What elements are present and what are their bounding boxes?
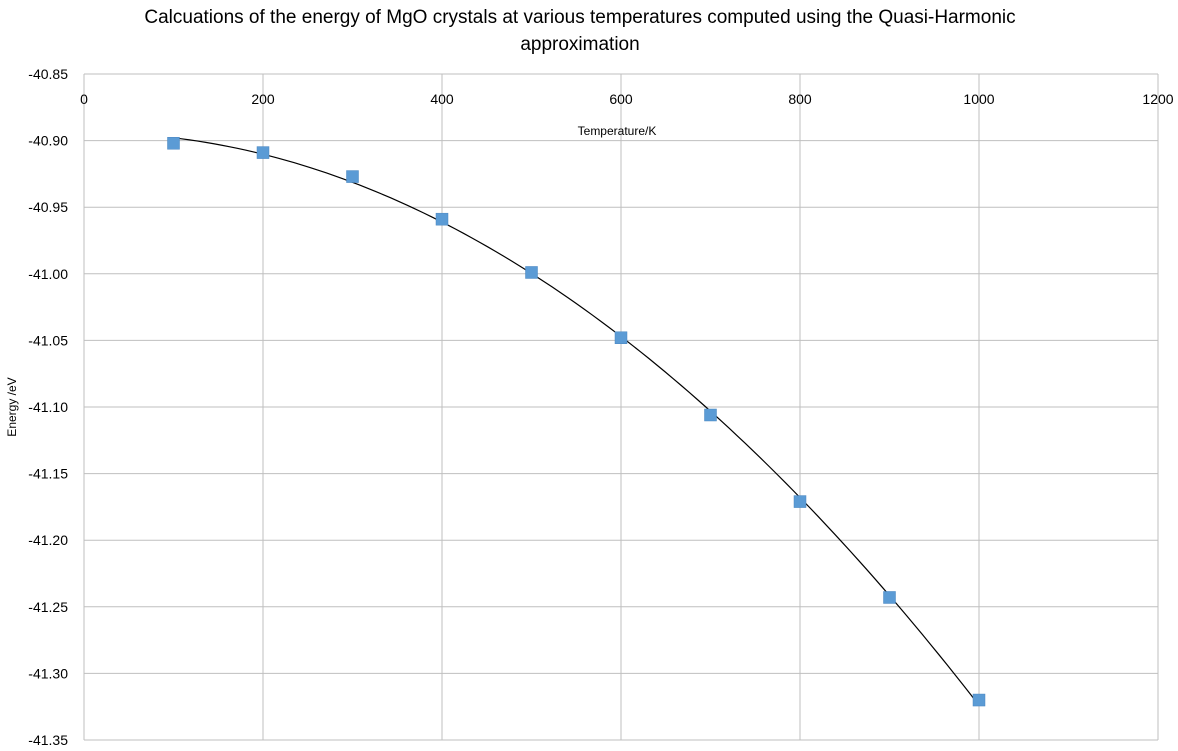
data-point xyxy=(972,693,986,707)
chart-title-line-2: approximation xyxy=(520,34,639,55)
y-tick-label: -41.15 xyxy=(28,466,68,482)
x-tick-label: 0 xyxy=(80,91,88,107)
x-axis-tick-labels: 0 200 400 600 800 1000 1200 xyxy=(80,91,1174,107)
chart-title: Calcuations of the energy of MgO crystal… xyxy=(144,7,1015,55)
x-tick-label: 1200 xyxy=(1142,91,1173,107)
gridlines xyxy=(83,73,1159,741)
x-tick-label: 200 xyxy=(251,91,275,107)
data-point xyxy=(883,591,896,604)
y-tick-label: -41.10 xyxy=(28,399,68,415)
trendline xyxy=(173,137,980,706)
x-tick-label: 1000 xyxy=(963,91,994,107)
data-point xyxy=(167,137,180,150)
y-tick-label: -40.90 xyxy=(28,133,68,149)
x-axis-title: Temperature/K xyxy=(578,124,657,138)
data-point xyxy=(346,170,359,183)
y-tick-label: -41.00 xyxy=(28,266,68,282)
data-point xyxy=(614,331,628,344)
y-tick-label: -41.20 xyxy=(28,532,68,548)
data-point xyxy=(435,212,449,226)
y-tick-label: -40.95 xyxy=(28,199,68,215)
y-tick-label: -40.85 xyxy=(28,66,68,82)
data-point xyxy=(793,495,807,508)
data-point xyxy=(256,146,270,159)
data-point xyxy=(525,266,538,279)
x-tick-label: 800 xyxy=(788,91,812,107)
x-tick-label: 400 xyxy=(430,91,454,107)
y-axis-tick-labels: -40.85 -40.90 -40.95 -41.00 -41.05 -41.10 -41.… xyxy=(28,66,68,748)
y-tick-label: -41.25 xyxy=(28,599,68,615)
y-axis-title: Energy /eV xyxy=(5,377,19,436)
y-tick-label: -41.30 xyxy=(28,665,68,681)
data-points xyxy=(167,137,986,707)
x-tick-label: 600 xyxy=(609,91,633,107)
data-point xyxy=(704,408,717,422)
chart-title-line-1: Calcuations of the energy of MgO crystal… xyxy=(144,7,1015,28)
y-tick-label: -41.35 xyxy=(28,732,68,748)
y-tick-label: -41.05 xyxy=(28,332,68,348)
